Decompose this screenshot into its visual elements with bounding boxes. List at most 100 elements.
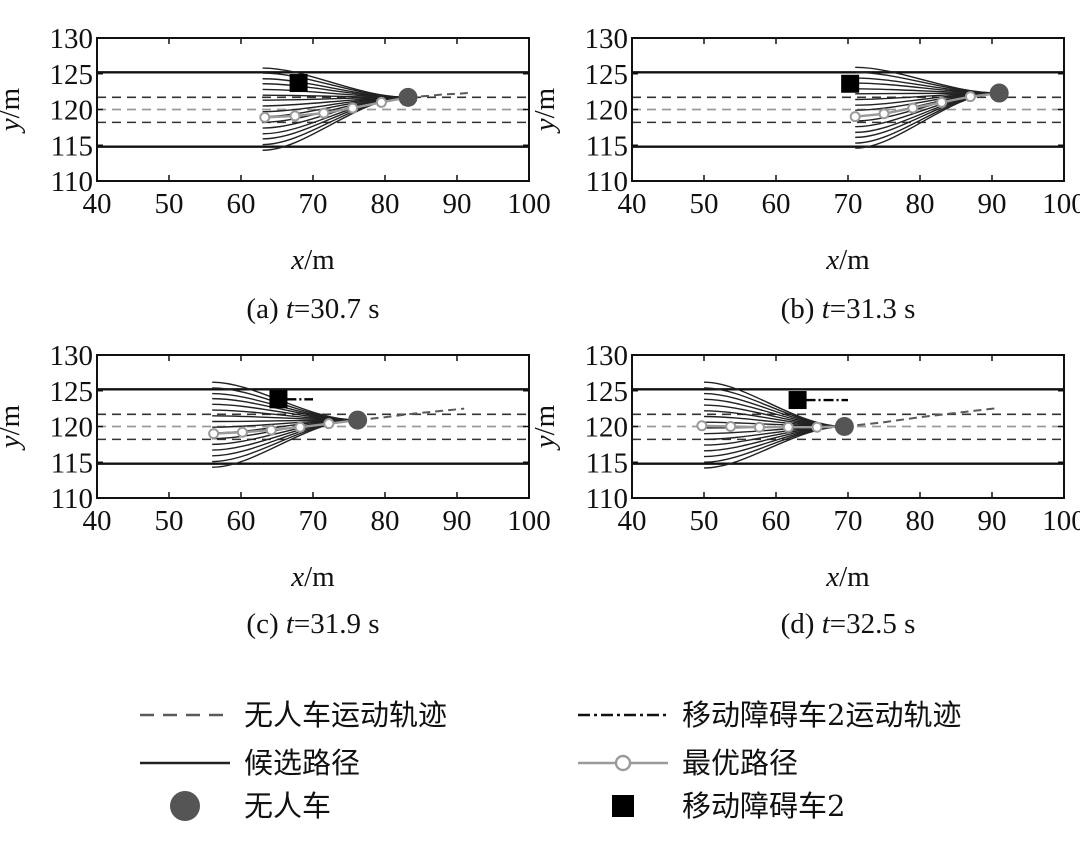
y-axis-var: y: [529, 435, 561, 451]
optimal-path-marker: [907, 102, 919, 114]
caption-var: t: [286, 608, 295, 640]
legend-label: 移动障碍车2: [682, 789, 845, 823]
legend-label: 候选路径: [244, 746, 360, 780]
ugv-marker: [398, 87, 418, 107]
caption-value: =31.3 s: [830, 293, 916, 325]
panel-caption: (a) t=30.7 s: [246, 293, 379, 325]
y-tick-label: 130: [585, 340, 629, 372]
x-tick-label: 90: [443, 188, 472, 220]
y-tick-label: 125: [50, 376, 94, 408]
x-tick-label: 40: [83, 505, 112, 537]
x-tick-label: 80: [371, 505, 400, 537]
legend-item-ugv-trajectory: 无人车运动轨迹: [140, 698, 447, 732]
x-tick-label: 70: [299, 505, 328, 537]
y-axis-label: y/m: [529, 87, 561, 134]
y-tick-label: 120: [50, 412, 94, 444]
legend-item-candidate-paths: 候选路径: [140, 746, 360, 780]
optimal-path-marker: [936, 96, 948, 108]
y-tick-label: 110: [586, 166, 628, 198]
panel-caption: (c) t=31.9 s: [246, 608, 379, 640]
legend-label: 无人车运动轨迹: [244, 698, 447, 732]
y-tick-label: 110: [51, 166, 93, 198]
panel-caption: (b) t=31.3 s: [781, 293, 916, 325]
y-axis-label: y/m: [529, 404, 561, 451]
y-tick-label: 130: [50, 23, 94, 55]
x-axis-var: x: [825, 244, 839, 276]
y-axis-label: y/m: [0, 404, 26, 451]
obstacle-marker: [788, 391, 807, 410]
x-tick-label: 70: [834, 505, 863, 537]
y-axis-unit: /m: [0, 87, 26, 118]
y-tick-label: 125: [585, 376, 629, 408]
x-axis-label: x/m: [825, 561, 870, 593]
x-tick-label: 70: [834, 188, 863, 220]
ugv-trajectory: [407, 92, 468, 99]
optimal-path-marker: [265, 424, 277, 436]
y-tick-label: 110: [51, 483, 93, 515]
x-axis-var: x: [290, 244, 304, 276]
x-tick-label: 80: [906, 505, 935, 537]
caption-var: t: [822, 293, 831, 325]
y-tick-label: 120: [50, 95, 94, 127]
x-tick-label: 50: [155, 188, 184, 220]
x-tick-label: 50: [155, 505, 184, 537]
y-tick-label: 130: [50, 340, 94, 372]
optimal-path-marker: [318, 107, 330, 119]
legend-item-optimal-path: 最优路径: [578, 746, 798, 780]
x-tick-label: 90: [443, 505, 472, 537]
legend-label: 最优路径: [682, 746, 798, 780]
x-tick-label: 40: [618, 505, 647, 537]
x-tick-label: 60: [762, 505, 791, 537]
x-tick-label: 60: [762, 188, 791, 220]
y-tick-label: 125: [50, 59, 94, 91]
optimal-path-marker: [236, 426, 248, 438]
y-tick-label: 115: [51, 130, 93, 162]
caption-prefix: (a): [246, 293, 285, 325]
candidate-path: [703, 425, 845, 458]
optimal-path-marker: [259, 111, 271, 123]
optimal-path-marker: [375, 96, 387, 108]
x-axis-var: x: [825, 561, 839, 593]
x-tick-label: 50: [690, 505, 719, 537]
plot-area: [632, 66, 1064, 149]
x-axis-var: x: [290, 561, 304, 593]
y-tick-label: 120: [585, 412, 629, 444]
x-tick-label: 60: [227, 505, 256, 537]
x-tick-label: 40: [83, 188, 112, 220]
optimal-path-marker: [782, 421, 794, 433]
caption-prefix: (c): [246, 608, 285, 640]
x-tick-label: 80: [371, 188, 400, 220]
caption-value: =31.9 s: [294, 608, 380, 640]
legend-item-obstacle-trajectory: 移动障碍车2运动轨迹: [578, 698, 961, 732]
legend-symbol-circle: [614, 754, 632, 772]
x-axis-unit: /m: [839, 244, 870, 276]
ugv-marker: [348, 410, 368, 430]
ugv-trajectory: [844, 406, 1000, 428]
y-tick-label: 115: [586, 130, 628, 162]
obstacle-marker: [289, 74, 308, 93]
y-axis-unit: /m: [529, 404, 561, 435]
obstacle-marker: [841, 74, 860, 93]
optimal-path-marker: [753, 421, 765, 433]
optimal-path-marker: [289, 110, 301, 122]
y-axis-var: y: [0, 435, 26, 451]
x-axis-unit: /m: [839, 561, 870, 593]
optimal-path-marker: [964, 91, 976, 103]
x-axis-unit: /m: [304, 561, 335, 593]
x-tick-label: 100: [1042, 188, 1080, 220]
y-axis-var: y: [0, 118, 26, 134]
plot-area: [632, 381, 1064, 469]
candidate-path: [855, 71, 1000, 94]
x-tick-label: 60: [227, 188, 256, 220]
y-tick-label: 110: [586, 483, 628, 515]
obstacle-marker: [269, 390, 288, 409]
legend-symbol-obstacle: [612, 795, 634, 817]
legend-item-obstacle: 移动障碍车2: [612, 789, 845, 823]
optimal-path-marker: [811, 421, 823, 433]
x-axis-label: x/m: [290, 561, 335, 593]
x-axis-label: x/m: [290, 244, 335, 276]
x-tick-label: 100: [507, 505, 551, 537]
plot-area: [97, 381, 529, 468]
